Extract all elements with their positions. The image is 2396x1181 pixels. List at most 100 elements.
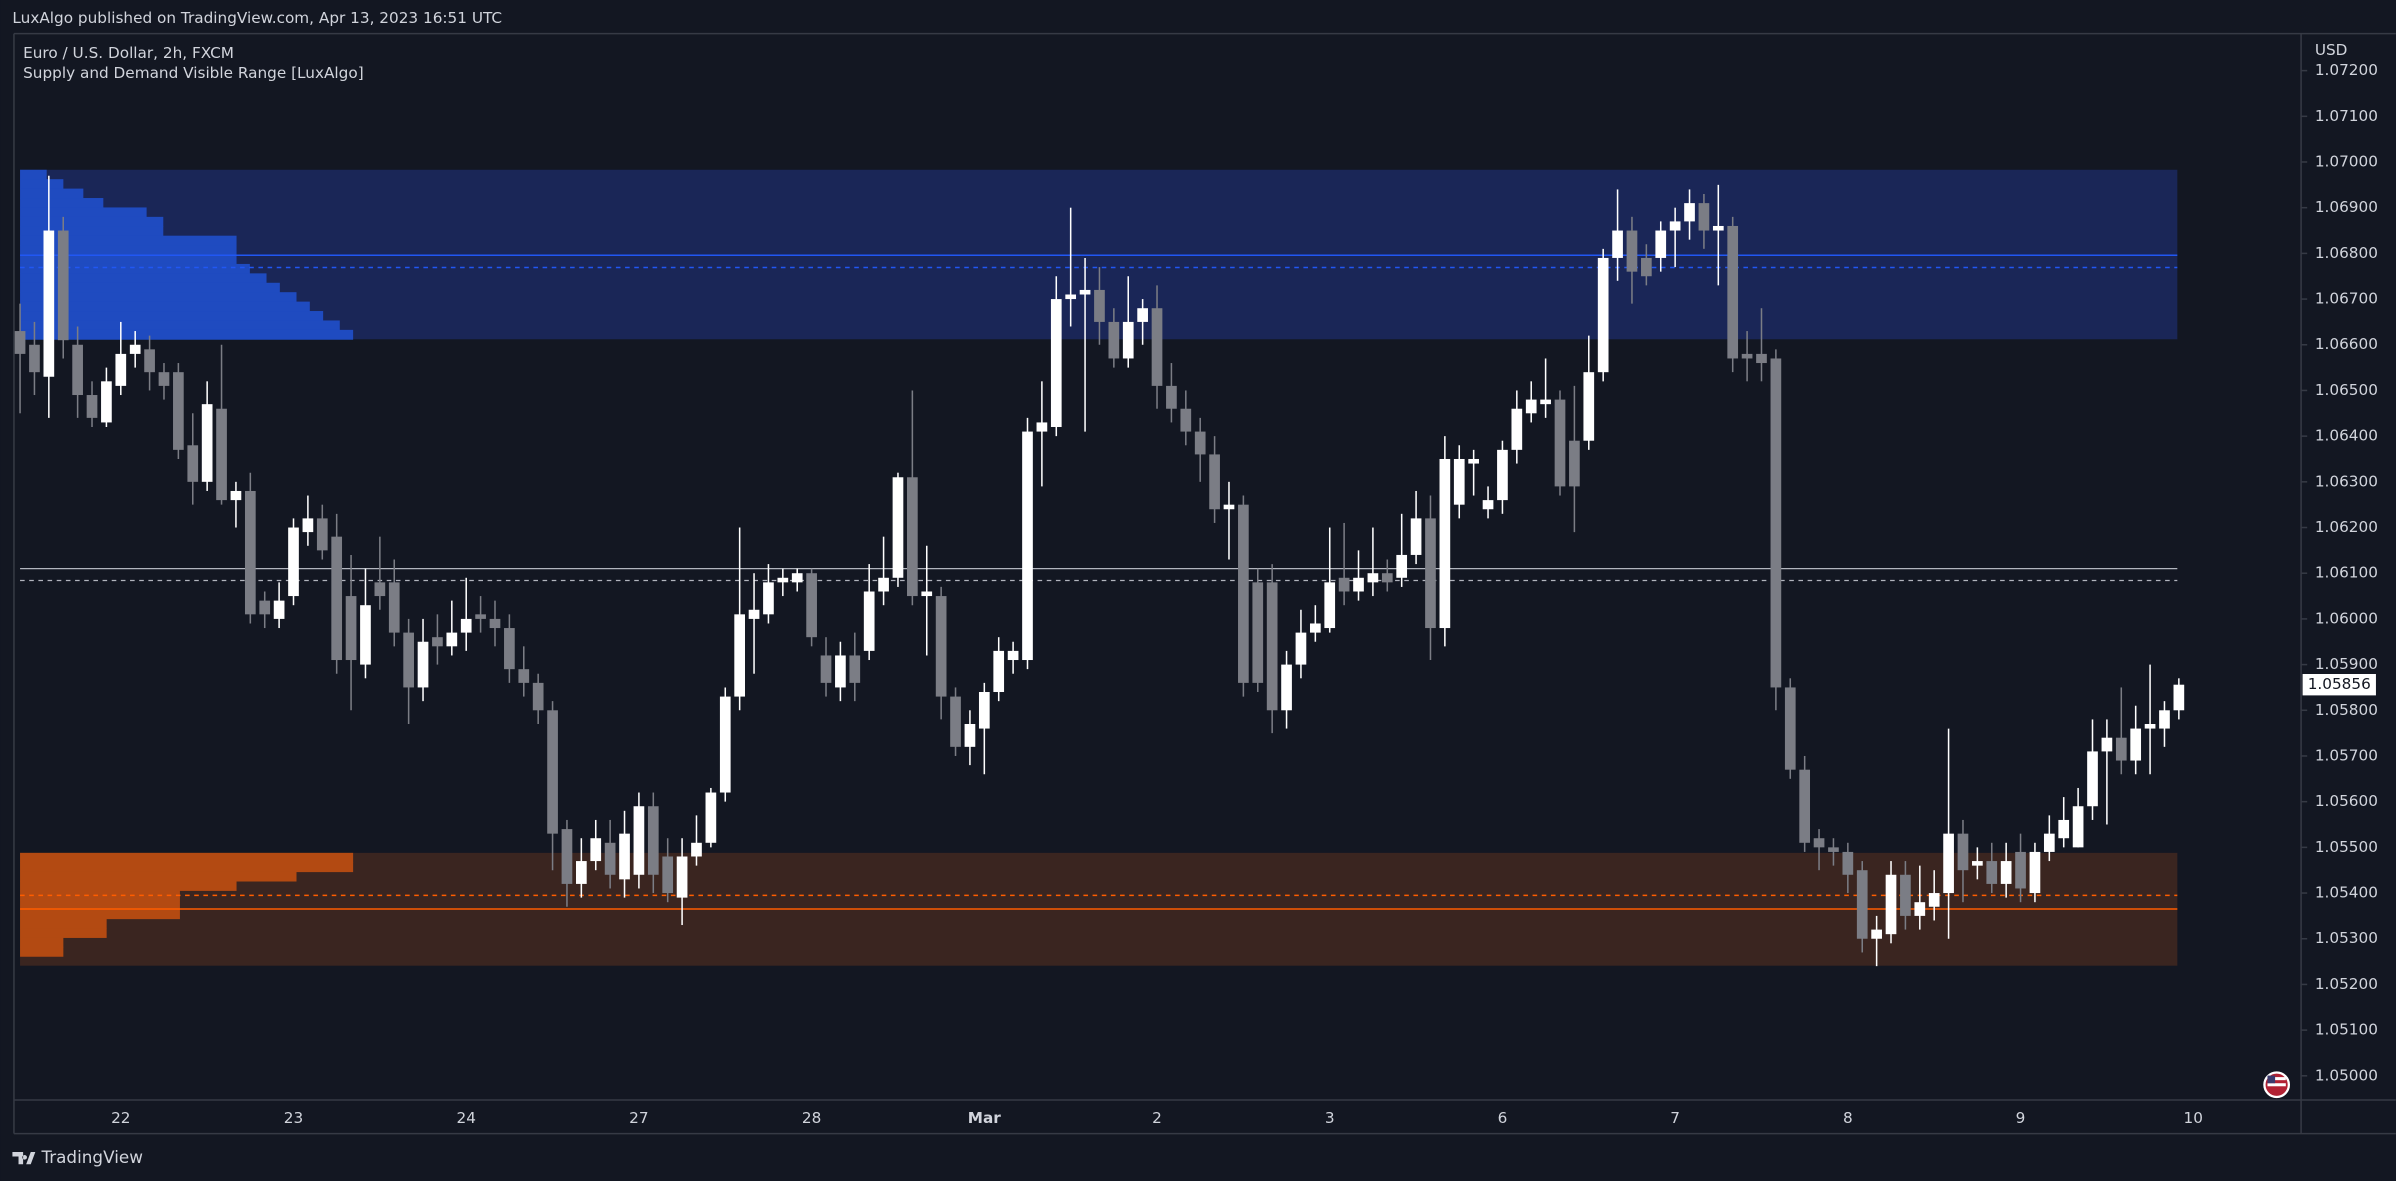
- candle-body: [1180, 408, 1192, 432]
- candle-body: [460, 618, 472, 633]
- candle-body: [1050, 299, 1062, 428]
- candle-body: [1669, 221, 1681, 231]
- profile-bar: [20, 320, 340, 331]
- x-tick-label: 8: [1843, 1109, 1853, 1127]
- x-tick-label: 24: [456, 1109, 475, 1127]
- candle-body: [1381, 573, 1393, 583]
- candle-body: [2087, 751, 2098, 807]
- candle-body: [604, 842, 616, 875]
- profile-bar: [20, 254, 237, 265]
- candle-body: [1281, 664, 1292, 711]
- candle-body: [2029, 851, 2041, 894]
- y-tick-label: 1.07100: [2315, 107, 2378, 125]
- candle-body: [1079, 289, 1091, 295]
- candle-body: [1497, 449, 1508, 501]
- y-tick-label: 1.05500: [2315, 838, 2378, 856]
- profile-bar: [20, 207, 147, 218]
- candle-body: [403, 632, 414, 688]
- candle-body: [892, 477, 904, 578]
- candle-body: [360, 605, 371, 665]
- candle-body: [691, 842, 702, 857]
- candle-body: [1914, 902, 1926, 916]
- candle-body: [504, 628, 515, 670]
- candle-body: [1439, 458, 1451, 629]
- x-tick-label: 10: [2184, 1109, 2203, 1127]
- candle-body: [2173, 684, 2185, 711]
- candle-body: [1540, 399, 1551, 405]
- candle-body: [1238, 504, 1249, 683]
- profile-bar: [20, 216, 164, 227]
- y-tick-label: 1.06200: [2315, 518, 2378, 536]
- plot-area: [14, 169, 2185, 967]
- candle-body: [2130, 728, 2142, 761]
- candle-body: [57, 230, 69, 341]
- candle-body: [547, 710, 558, 834]
- candle-body: [518, 669, 530, 683]
- candle-body: [331, 536, 343, 661]
- candle-body: [734, 614, 746, 697]
- candle-body: [158, 372, 170, 386]
- candle-body: [647, 806, 659, 875]
- candle-body: [1712, 225, 1724, 231]
- candle-body: [2015, 851, 2026, 889]
- candle-body: [86, 395, 98, 418]
- candle-body: [29, 344, 40, 373]
- profile-bar: [20, 899, 180, 910]
- candle-body: [129, 344, 141, 354]
- candle-body: [978, 692, 990, 729]
- x-tick-label: 23: [284, 1109, 303, 1127]
- axis-unit: USD: [2315, 41, 2348, 59]
- candle-body: [763, 582, 774, 615]
- x-tick-label: 9: [2016, 1109, 2026, 1127]
- flag-icon: [2263, 1071, 2291, 1099]
- candle-body: [489, 618, 501, 629]
- candle-body: [849, 655, 861, 683]
- candle-body: [2043, 833, 2055, 852]
- candle-body: [1972, 861, 1983, 866]
- candle-body: [676, 856, 688, 898]
- candle-body: [532, 682, 544, 711]
- candle-body: [921, 591, 933, 597]
- candle-body: [878, 577, 889, 592]
- candle-body: [1511, 408, 1523, 450]
- candle-body: [1022, 431, 1033, 661]
- x-tick-label: 3: [1325, 1109, 1335, 1127]
- candle-body: [1842, 851, 1854, 875]
- candle-body: [1410, 518, 1422, 555]
- y-tick-label: 1.06400: [2315, 427, 2378, 445]
- candle-body: [101, 381, 112, 423]
- candle-body: [446, 632, 458, 647]
- candle-body: [950, 696, 961, 747]
- candle-body: [1698, 203, 1710, 231]
- candle-body: [590, 838, 602, 862]
- candle-body: [144, 349, 155, 373]
- last-price-label: 1.05856: [2308, 675, 2371, 693]
- candle-body: [1813, 838, 1825, 848]
- y-tick-label: 1.06700: [2315, 290, 2378, 308]
- candle-body: [748, 609, 760, 619]
- candle-body: [1482, 500, 1494, 510]
- candle-body: [302, 518, 314, 533]
- candle-body: [1151, 308, 1163, 386]
- candle-body: [1353, 577, 1364, 592]
- candle-body: [835, 655, 846, 688]
- y-tick-label: 1.06100: [2315, 564, 2378, 582]
- candle-body: [1468, 458, 1479, 464]
- candle-body: [705, 792, 717, 843]
- candle-body: [1108, 321, 1120, 359]
- candle-body: [1885, 874, 1897, 935]
- profile-bar: [20, 918, 107, 929]
- candle-body: [662, 856, 674, 894]
- candle-body: [1943, 833, 1954, 894]
- profile-bar: [20, 282, 280, 293]
- candle-body: [1741, 353, 1753, 359]
- y-tick-label: 1.05000: [2315, 1066, 2378, 1084]
- candle-body: [244, 490, 256, 615]
- profile-bar: [20, 909, 180, 920]
- candle-body: [791, 573, 803, 583]
- profile-bar: [20, 881, 237, 891]
- candle-body: [619, 833, 630, 880]
- candle-body: [2159, 710, 2170, 729]
- y-tick-label: 1.07000: [2315, 153, 2378, 171]
